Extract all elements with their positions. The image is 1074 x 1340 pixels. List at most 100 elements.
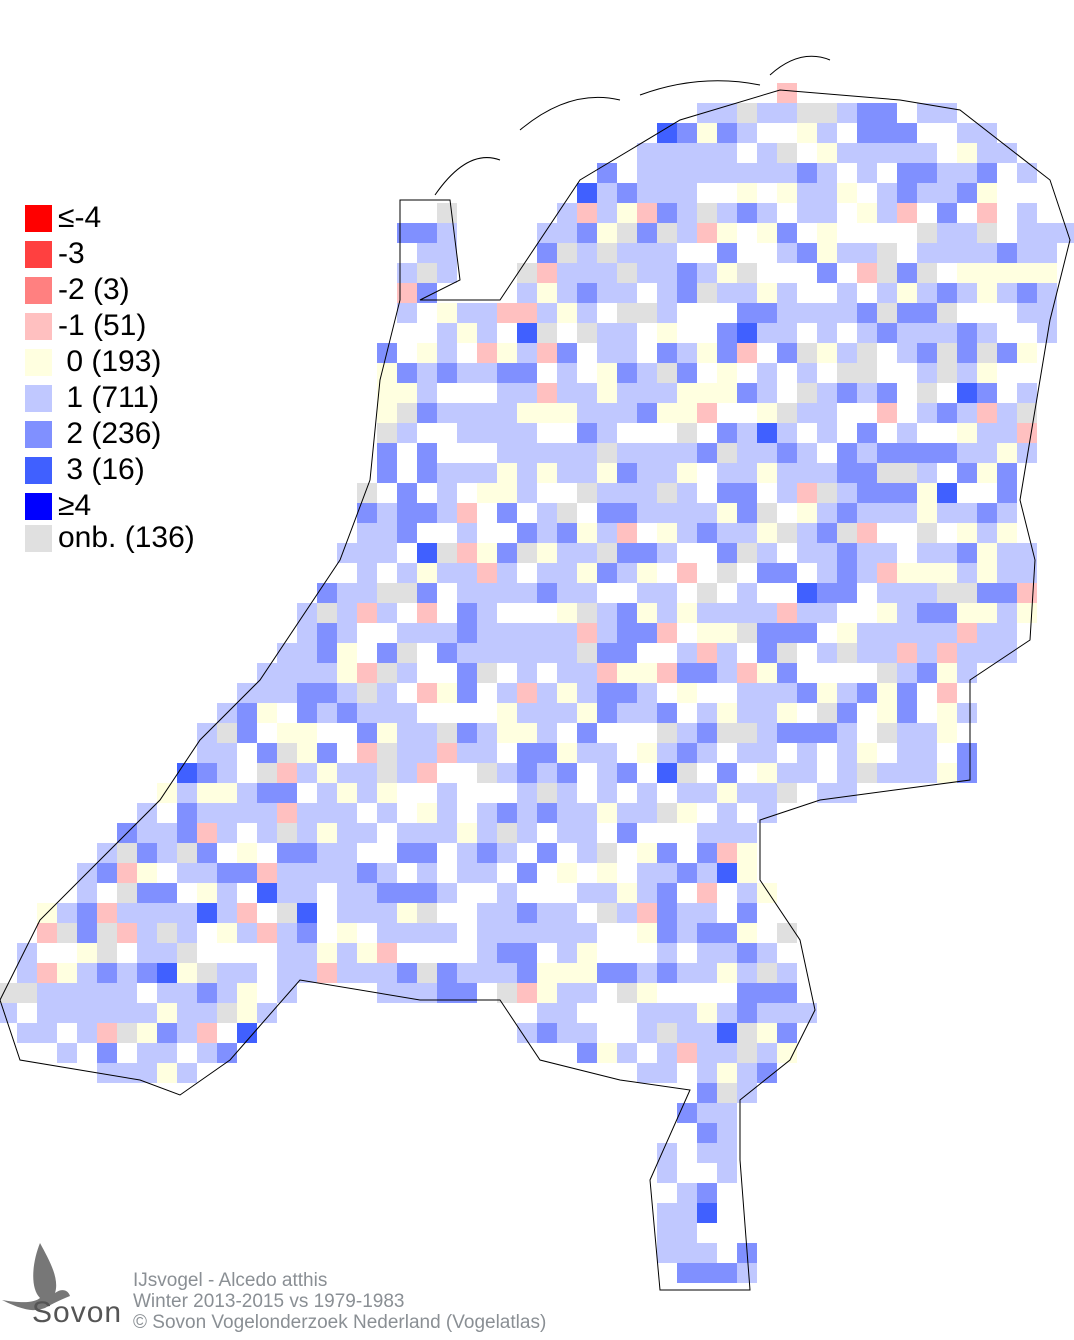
grid-cell <box>977 283 997 303</box>
grid-cell <box>657 163 677 183</box>
grid-cell <box>777 323 797 343</box>
grid-cell <box>897 463 917 483</box>
grid-cell <box>117 963 137 983</box>
grid-cell <box>557 983 577 1003</box>
grid-cell <box>137 843 157 863</box>
grid-cell <box>957 763 977 783</box>
grid-cell <box>937 703 957 723</box>
grid-cell <box>737 1043 757 1063</box>
grid-cell <box>977 623 997 643</box>
grid-cell <box>37 983 57 1003</box>
grid-cell <box>677 903 697 923</box>
grid-cell <box>397 583 417 603</box>
grid-cell <box>617 903 637 923</box>
grid-cell <box>697 743 717 763</box>
grid-cell <box>577 823 597 843</box>
grid-cell <box>637 143 657 163</box>
grid-cell <box>717 703 737 723</box>
grid-cell <box>57 963 77 983</box>
grid-cell <box>337 643 357 663</box>
grid-cell <box>577 223 597 243</box>
grid-cell <box>517 803 537 823</box>
grid-cell <box>317 823 337 843</box>
grid-cell <box>437 403 457 423</box>
grid-cell <box>637 303 657 323</box>
grid-cell <box>557 563 577 583</box>
grid-cell <box>817 263 837 283</box>
grid-cell <box>737 943 757 963</box>
grid-cell <box>377 383 397 403</box>
grid-cell <box>697 123 717 143</box>
grid-cell <box>517 763 537 783</box>
grid-cell <box>657 443 677 463</box>
grid-cell <box>717 423 737 443</box>
grid-cell <box>597 703 617 723</box>
grid-cell <box>497 803 517 823</box>
grid-cell <box>277 863 297 883</box>
grid-cell <box>637 603 657 623</box>
grid-cell <box>877 663 897 683</box>
grid-cell <box>797 163 817 183</box>
grid-cell <box>157 1043 177 1063</box>
grid-cell <box>497 543 517 563</box>
grid-cell <box>297 803 317 823</box>
grid-cell <box>657 463 677 483</box>
grid-cell <box>637 1063 657 1083</box>
grid-cell <box>877 543 897 563</box>
grid-cell <box>277 663 297 683</box>
grid-cell <box>677 763 697 783</box>
grid-cell <box>617 183 637 203</box>
grid-cell <box>717 563 737 583</box>
grid-cell <box>937 483 957 503</box>
grid-cell <box>497 383 517 403</box>
grid-cell <box>137 923 157 943</box>
grid-cell <box>757 743 777 763</box>
grid-cell <box>877 583 897 603</box>
grid-cell <box>357 503 377 523</box>
grid-cell <box>197 783 217 803</box>
grid-cell <box>497 443 517 463</box>
grid-cell <box>637 883 657 903</box>
grid-cell <box>777 83 797 103</box>
grid-cell <box>157 883 177 903</box>
grid-cell <box>637 1003 657 1023</box>
grid-cell <box>697 1183 717 1203</box>
grid-cell <box>637 683 657 703</box>
grid-cell <box>357 663 377 683</box>
grid-cell <box>897 503 917 523</box>
grid-cell <box>837 723 857 743</box>
grid-cell <box>317 643 337 663</box>
grid-cell <box>617 883 637 903</box>
grid-cell <box>1037 243 1057 263</box>
grid-cell <box>397 963 417 983</box>
grid-cell <box>877 403 897 423</box>
grid-cell <box>517 823 537 843</box>
grid-cell <box>537 703 557 723</box>
grid-cell <box>417 263 437 283</box>
grid-cell <box>977 643 997 663</box>
grid-cell <box>417 963 437 983</box>
grid-cell <box>577 683 597 703</box>
grid-cell <box>657 963 677 983</box>
grid-cell <box>737 843 757 863</box>
grid-cell <box>757 1003 777 1023</box>
grid-cell <box>197 763 217 783</box>
grid-cell <box>417 603 437 623</box>
grid-cell <box>877 763 897 783</box>
grid-cell <box>337 843 357 863</box>
grid-cell <box>857 323 877 343</box>
grid-cell <box>197 1043 217 1063</box>
grid-cell <box>557 583 577 603</box>
grid-cell <box>637 663 657 683</box>
grid-cell <box>1017 423 1037 443</box>
grid-cell <box>57 1043 77 1063</box>
grid-cell <box>77 983 97 1003</box>
grid-cell <box>757 503 777 523</box>
grid-cell <box>817 643 837 663</box>
grid-cell <box>597 863 617 883</box>
grid-cell <box>437 303 457 323</box>
grid-cell <box>777 763 797 783</box>
grid-cell <box>957 223 977 243</box>
grid-cell <box>637 163 657 183</box>
grid-cell <box>637 503 657 523</box>
